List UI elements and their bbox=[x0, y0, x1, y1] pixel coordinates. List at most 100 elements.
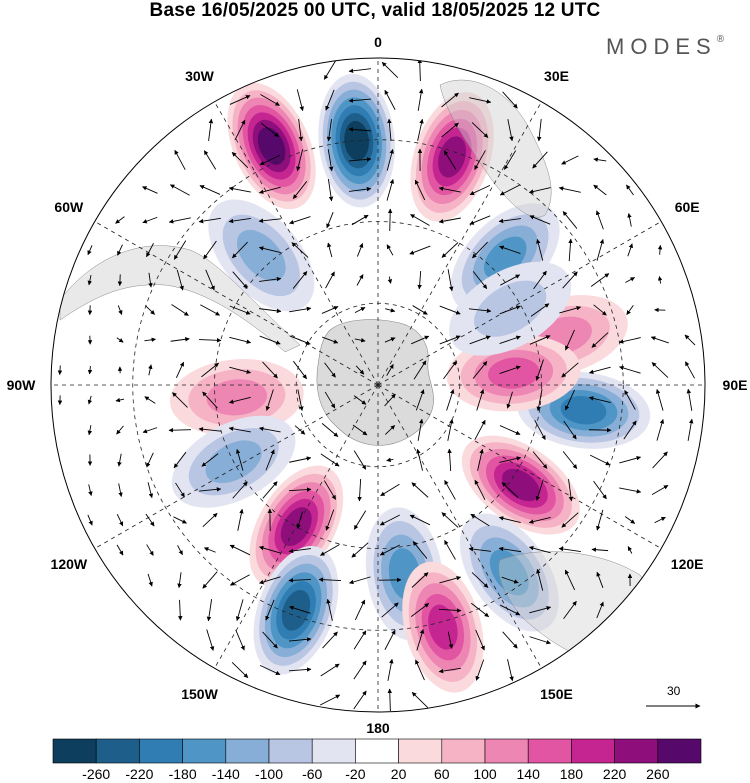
wind-arrow bbox=[561, 512, 579, 528]
wind-arrow bbox=[289, 306, 312, 313]
wind-arrow bbox=[203, 240, 217, 260]
wind-arrow bbox=[87, 395, 93, 405]
wind-arrow bbox=[327, 149, 334, 172]
wind-arrow bbox=[349, 186, 372, 192]
wind-arrow bbox=[259, 335, 281, 345]
wind-arrow bbox=[318, 577, 342, 582]
wind-arrow bbox=[416, 448, 423, 471]
wind-arrow bbox=[384, 89, 396, 110]
wind-arrow bbox=[651, 485, 669, 495]
wind-arrow bbox=[259, 154, 281, 166]
wind-arrow bbox=[441, 512, 459, 528]
wind-arrow bbox=[231, 152, 249, 168]
wind-arrow bbox=[502, 631, 518, 649]
wind-arrow bbox=[439, 575, 462, 584]
colorbar-tick-label: -180 bbox=[168, 766, 197, 782]
wind-arrow bbox=[142, 216, 158, 224]
wind-arrow bbox=[87, 365, 93, 375]
wind-arrow bbox=[501, 482, 519, 498]
wind-arrow bbox=[562, 271, 578, 289]
wind-arrow bbox=[528, 187, 551, 194]
wind-arrow bbox=[232, 271, 248, 289]
colorbar-swatch bbox=[614, 738, 659, 764]
wind-arrow bbox=[503, 150, 517, 170]
wind-arrow bbox=[326, 119, 332, 142]
colorbar-swatch bbox=[355, 738, 399, 764]
wind-arrow bbox=[499, 335, 521, 344]
anomaly-contour bbox=[236, 229, 286, 281]
wind-arrow bbox=[258, 426, 281, 433]
wind-arrow bbox=[384, 425, 396, 435]
wind-arrow bbox=[87, 514, 93, 526]
anomaly-contour bbox=[501, 468, 540, 502]
wind-arrow bbox=[116, 513, 124, 527]
wind-arrow bbox=[262, 361, 278, 379]
wind-arrow bbox=[443, 150, 457, 170]
meridian-line bbox=[377, 221, 662, 386]
wind-arrow bbox=[386, 178, 395, 201]
longitude-label: 30W bbox=[185, 67, 214, 84]
wind-arrow bbox=[441, 122, 459, 138]
wind-arrow bbox=[469, 335, 491, 345]
longitude-label: 120W bbox=[50, 555, 88, 572]
wind-arrow bbox=[477, 448, 484, 471]
wind-arrow bbox=[626, 184, 634, 196]
wind-arrow bbox=[142, 427, 158, 434]
wind-arrow bbox=[229, 366, 252, 374]
wind-arrow bbox=[118, 483, 123, 498]
wind-arrow bbox=[354, 338, 366, 343]
wind-arrow bbox=[472, 361, 488, 379]
wind-arrow bbox=[498, 546, 521, 553]
colorbar-tick-label: -100 bbox=[254, 766, 284, 782]
wind-arrow bbox=[349, 157, 372, 162]
wind-arrow bbox=[626, 305, 634, 315]
wind-arrow bbox=[562, 211, 578, 229]
wind-arrow bbox=[262, 631, 278, 649]
wind-arrow bbox=[115, 216, 125, 224]
wind-arrow bbox=[381, 61, 399, 79]
wind-arrow bbox=[596, 571, 604, 588]
wind-arrow bbox=[265, 389, 274, 411]
wind-arrow bbox=[289, 605, 311, 614]
wind-arrow bbox=[535, 359, 544, 381]
wind-arrow bbox=[148, 272, 153, 288]
wind-arrow bbox=[203, 547, 216, 553]
wind-arrow bbox=[296, 149, 304, 172]
wind-arrow bbox=[623, 420, 637, 440]
wind-arrow bbox=[474, 150, 486, 170]
map-title: Base 16/05/2025 00 UTC, valid 18/05/2025… bbox=[149, 0, 601, 21]
wind-arrow bbox=[177, 572, 182, 589]
wind-arrow bbox=[260, 94, 280, 106]
wind-arrow bbox=[169, 184, 190, 196]
wind-arrow bbox=[438, 608, 462, 613]
colorbar-swatch bbox=[527, 738, 572, 764]
wind-arrow bbox=[558, 186, 581, 193]
wind-arrow bbox=[348, 127, 372, 132]
wind-arrow bbox=[175, 482, 185, 498]
graticule bbox=[51, 58, 705, 712]
wind-arrow bbox=[173, 451, 187, 469]
wind-arrow bbox=[627, 243, 633, 257]
wind-arrow bbox=[325, 509, 335, 531]
wind-arrow bbox=[387, 118, 392, 141]
wind-arrow bbox=[588, 396, 611, 404]
wind-arrow bbox=[498, 218, 521, 224]
wind-arrow bbox=[228, 217, 251, 224]
wind-arrow bbox=[259, 576, 281, 585]
wind-arrow bbox=[536, 389, 543, 412]
wind-arrow bbox=[148, 364, 153, 376]
wind-vectors bbox=[57, 58, 696, 712]
meridian-line bbox=[94, 221, 379, 386]
wind-arrow bbox=[656, 419, 665, 441]
wind-arrow bbox=[596, 238, 605, 261]
wind-arrow bbox=[506, 391, 513, 409]
wind-arrow bbox=[117, 453, 122, 467]
wind-arrow bbox=[327, 179, 334, 202]
wind-arrow bbox=[265, 449, 275, 471]
wind-arrow bbox=[349, 576, 371, 585]
wind-arrow bbox=[417, 118, 424, 141]
wind-arrow bbox=[685, 361, 695, 379]
wind-arrow bbox=[593, 480, 607, 500]
wind-arrow bbox=[296, 511, 303, 529]
wind-arrow bbox=[438, 217, 461, 224]
